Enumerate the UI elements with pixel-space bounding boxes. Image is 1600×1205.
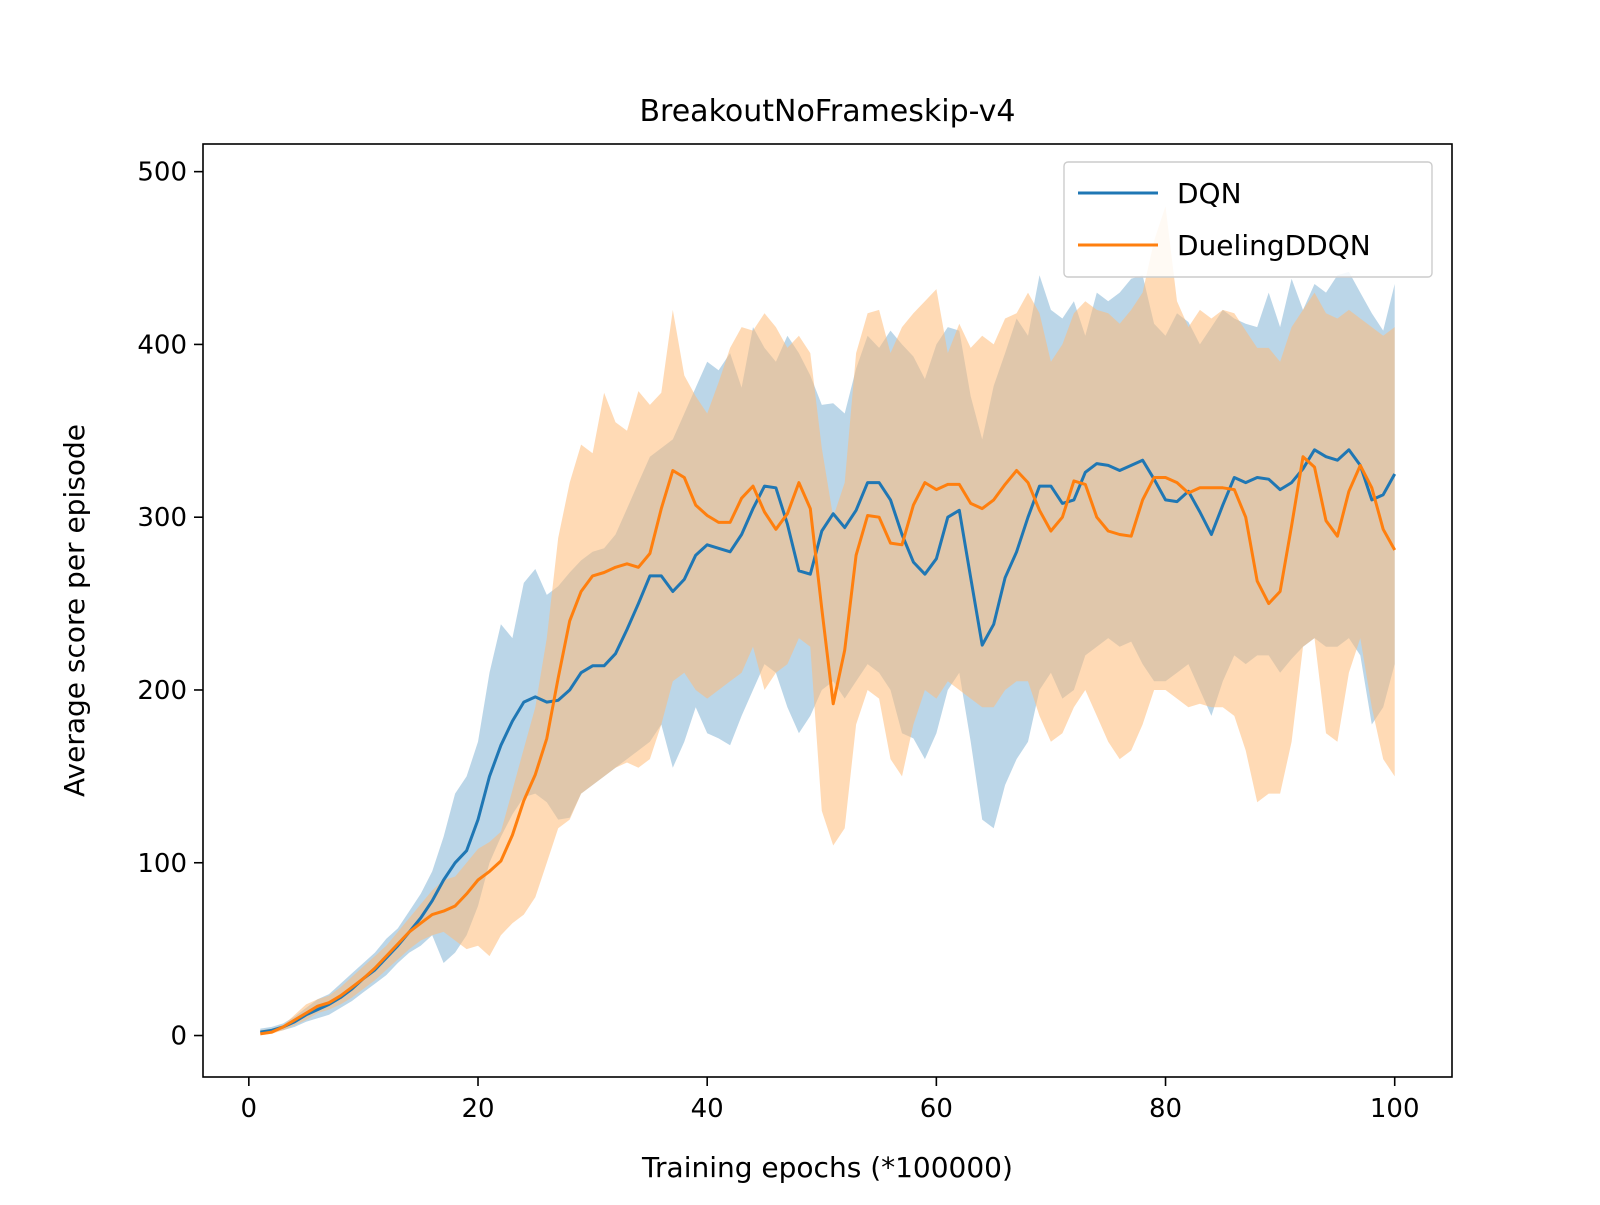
legend: DQN DuelingDDQN — [1063, 161, 1433, 278]
legend-entry-dqn: DQN — [1177, 177, 1242, 210]
y-tick-label: 300 — [137, 503, 187, 533]
plot-area-frame — [202, 143, 1453, 1078]
confidence-bands — [260, 206, 1395, 1036]
y-tick-label: 0 — [170, 1022, 187, 1052]
x-axis-label: Training epochs (*100000) — [641, 1151, 1013, 1184]
y-tick-label: 100 — [137, 849, 187, 879]
line-duelingddqn — [260, 455, 1397, 1036]
legend-box — [1063, 161, 1433, 278]
legend-entry-duelingddqn: DuelingDDQN — [1177, 229, 1371, 262]
line-dqn — [260, 448, 1397, 1034]
y-tick-label: 400 — [137, 330, 187, 360]
x-tick-label: 40 — [691, 1094, 724, 1124]
x-tick-label: 60 — [920, 1094, 953, 1124]
y-axis-label: Average score per episode — [58, 424, 91, 797]
x-tick-label: 20 — [461, 1094, 494, 1124]
band-duelingddqn — [260, 206, 1395, 1036]
y-tick-label: 500 — [137, 158, 187, 188]
x-tick-label: 80 — [1149, 1094, 1182, 1124]
y-tick-label: 200 — [137, 676, 187, 706]
x-tick-label: 0 — [241, 1094, 258, 1124]
x-tick-label: 100 — [1370, 1094, 1420, 1124]
x-axis-ticks: 0 20 40 60 80 100 — [241, 1077, 1420, 1124]
chart-title: BreakoutNoFrameskip-v4 — [639, 94, 1015, 129]
y-axis-ticks: 0 100 200 300 400 500 — [137, 158, 203, 1052]
series-lines — [260, 448, 1397, 1036]
